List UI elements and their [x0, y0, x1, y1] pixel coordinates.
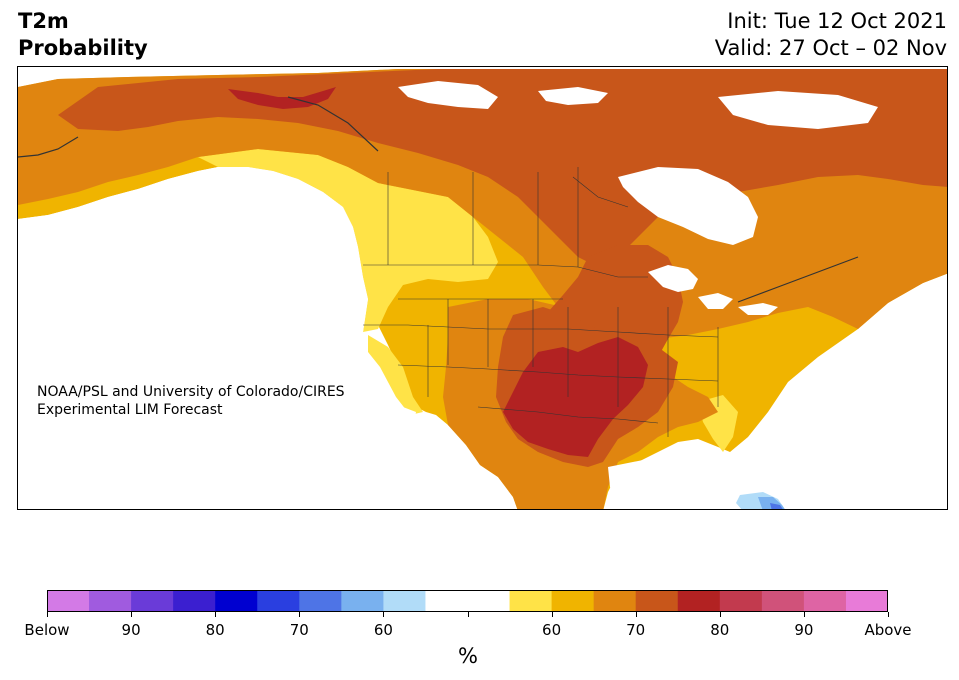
colorbar-segment — [89, 590, 132, 612]
colorbar-tick-mark — [215, 612, 217, 617]
colorbar-tick-label: 80 — [205, 621, 225, 639]
colorbar-tick-label: 60 — [542, 621, 562, 639]
colorbar-segment — [131, 590, 174, 612]
zone-above-90-north — [228, 87, 336, 109]
colorbar-segment — [173, 590, 216, 612]
zone-above-50-sw — [368, 335, 423, 415]
colorbar-tick-mark — [131, 612, 133, 617]
colorbar-segment — [803, 590, 847, 612]
colorbar-tick-mark — [467, 612, 469, 617]
colorbar-tick-mark — [719, 612, 721, 617]
colorbar-segment — [257, 590, 300, 612]
colorbar-segment — [593, 590, 637, 612]
colorbar-unit: % — [458, 644, 478, 668]
colorbar-tick-label: 70 — [626, 621, 646, 639]
colorbar-tick-mark — [299, 612, 301, 617]
map-svg — [18, 69, 947, 509]
colorbar-segment — [509, 590, 553, 612]
hudson-bay — [618, 167, 758, 245]
political-borders — [363, 167, 719, 437]
zone-below-80 — [770, 503, 783, 509]
init-date: Init: Tue 12 Oct 2021 — [727, 9, 947, 33]
rivers-coast — [18, 96, 859, 303]
colorbar-segment — [677, 590, 721, 612]
colorbar-segment — [551, 590, 595, 612]
colorbar-segment — [635, 590, 679, 612]
colorbar-tick-mark — [635, 612, 637, 617]
colorbar-tick-mark — [383, 612, 385, 617]
colorbar-tick-label: 80 — [710, 621, 730, 639]
colorbar-segment — [47, 590, 90, 612]
zone-above-90-south — [503, 337, 648, 457]
colorbar-tick-mark — [888, 612, 889, 617]
zone-above-50 — [198, 149, 498, 332]
great-lakes — [648, 265, 778, 315]
credit-text: NOAA/PSL and University of Colorado/CIRE… — [37, 383, 345, 419]
forecast-map — [17, 66, 948, 510]
colorbar-segment — [761, 590, 805, 612]
ocean-southwest — [18, 201, 507, 509]
title-type: Probability — [18, 36, 148, 60]
credit-line2: Experimental LIM Forecast — [37, 402, 223, 418]
colorbar-segment — [425, 590, 468, 612]
credit-line1: NOAA/PSL and University of Colorado/CIRE… — [37, 384, 345, 400]
title-left: T2m Probability — [18, 8, 148, 62]
colorbar — [47, 590, 888, 612]
arctic-islands — [398, 81, 878, 129]
colorbar-segment — [467, 590, 511, 612]
zone-above-80-north — [58, 69, 947, 267]
colorbar-border — [47, 590, 888, 612]
colorbar-segment — [719, 590, 763, 612]
colorbar-tick-mark — [803, 612, 805, 617]
colorbar-tick-mark — [47, 612, 48, 617]
colorbar-segment — [341, 590, 384, 612]
colorbar-segment — [299, 590, 342, 612]
title-variable: T2m — [18, 9, 69, 33]
colorbar-tick-label: 70 — [289, 621, 309, 639]
colorbar-segment — [215, 590, 258, 612]
valid-period: Valid: 27 Oct – 02 Nov — [714, 36, 947, 60]
colorbar-segment — [383, 590, 426, 612]
colorbar-tick-mark — [551, 612, 553, 617]
colorbar-tick-label: 90 — [794, 621, 814, 639]
colorbar-tick-label: 90 — [121, 621, 141, 639]
colorbar-tick-label: 60 — [373, 621, 393, 639]
gulf-of-mexico — [608, 457, 738, 505]
title-right: Init: Tue 12 Oct 2021 Valid: 27 Oct – 02… — [715, 8, 947, 62]
colorbar-tick-label: Above — [864, 621, 912, 639]
colorbar-segment — [845, 590, 888, 612]
colorbar-tick-label: Below — [24, 621, 70, 639]
